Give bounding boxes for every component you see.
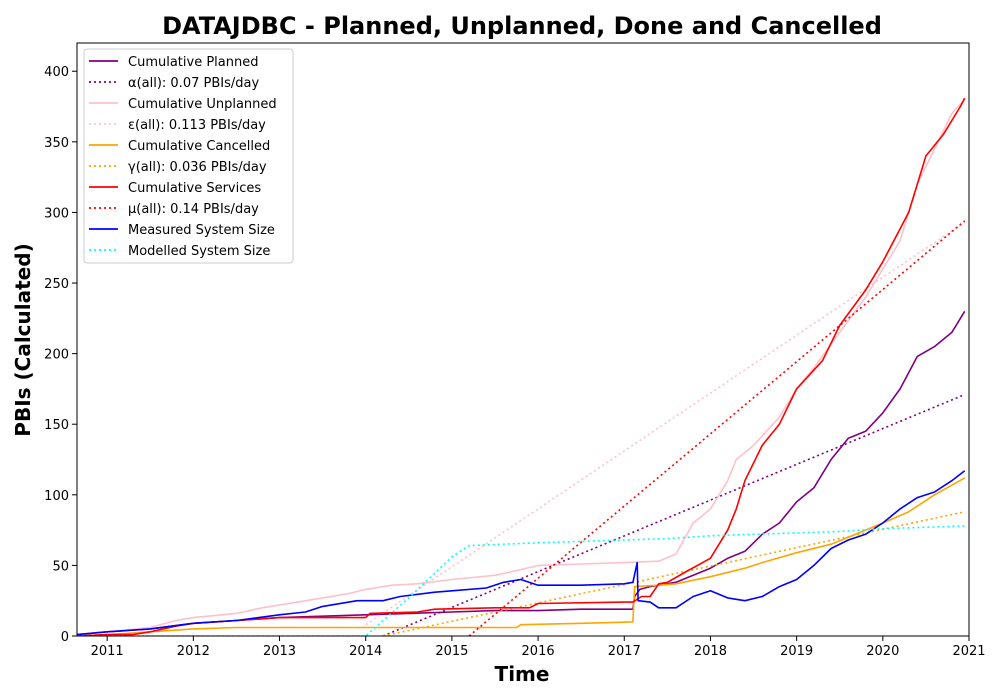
legend-label: α(all): 0.07 PBIs/day [128,76,259,91]
y-tick-label: 350 [44,136,69,151]
x-tick-label: 2012 [177,644,210,659]
x-tick-label: 2017 [608,644,641,659]
series-line-8 [77,470,966,636]
x-axis-label: Time [495,662,550,686]
x-tick-label: 2020 [866,644,899,659]
y-axis-label: PBIs (Calculated) [11,243,35,436]
x-tick-label: 2011 [91,644,124,659]
y-tick-label: 150 [44,418,69,433]
series-line-9 [77,525,965,636]
y-axis: 0 50 100 150 200 250 300 350 400 [44,65,77,645]
series-line-0 [77,310,966,636]
y-tick-label: 300 [44,206,69,221]
series-line-7 [468,220,966,636]
x-tick-label: 2021 [952,644,985,659]
legend-box [83,48,294,264]
series-line-5 [382,511,965,636]
plot-area [76,42,970,637]
y-tick-label: 250 [44,277,69,292]
y-tick-label: 100 [44,489,69,504]
legend-label: Cumulative Unplanned [128,97,277,112]
series-line-3 [365,221,966,626]
series-line-2 [77,98,966,636]
x-tick-label: 2015 [435,644,468,659]
chart-title: DATAJDBC - Planned, Unplanned, Done and … [162,12,882,40]
legend-label: Cumulative Services [128,181,261,196]
y-tick-label: 400 [44,65,69,80]
x-tick-label: 2013 [263,644,296,659]
y-tick-label: 50 [52,559,69,574]
plot-frame [76,42,970,637]
x-axis: 2011 2012 2013 2014 2015 2016 2017 2018 2019 2020… [91,636,986,659]
legend-label: Cumulative Planned [128,55,258,70]
legend: Cumulative Planned α(all): 0.07 PBIs/day C… [83,48,294,264]
series-layer [77,97,966,636]
legend-label: γ(all): 0.036 PBIs/day [128,160,267,175]
x-tick-label: 2016 [522,644,555,659]
y-tick-label: 0 [61,630,69,645]
legend-label: Modelled System Size [128,244,270,259]
x-tick-label: 2014 [349,644,382,659]
x-tick-label: 2019 [780,644,813,659]
series-line-1 [382,393,966,636]
legend-label: μ(all): 0.14 PBIs/day [128,202,259,217]
legend-label: Measured System Size [128,223,275,238]
series-line-4 [77,477,966,636]
legend-label: Cumulative Cancelled [128,139,270,154]
x-tick-label: 2018 [694,644,727,659]
y-tick-label: 200 [44,348,69,363]
legend-label: ε(all): 0.113 PBIs/day [128,118,266,133]
